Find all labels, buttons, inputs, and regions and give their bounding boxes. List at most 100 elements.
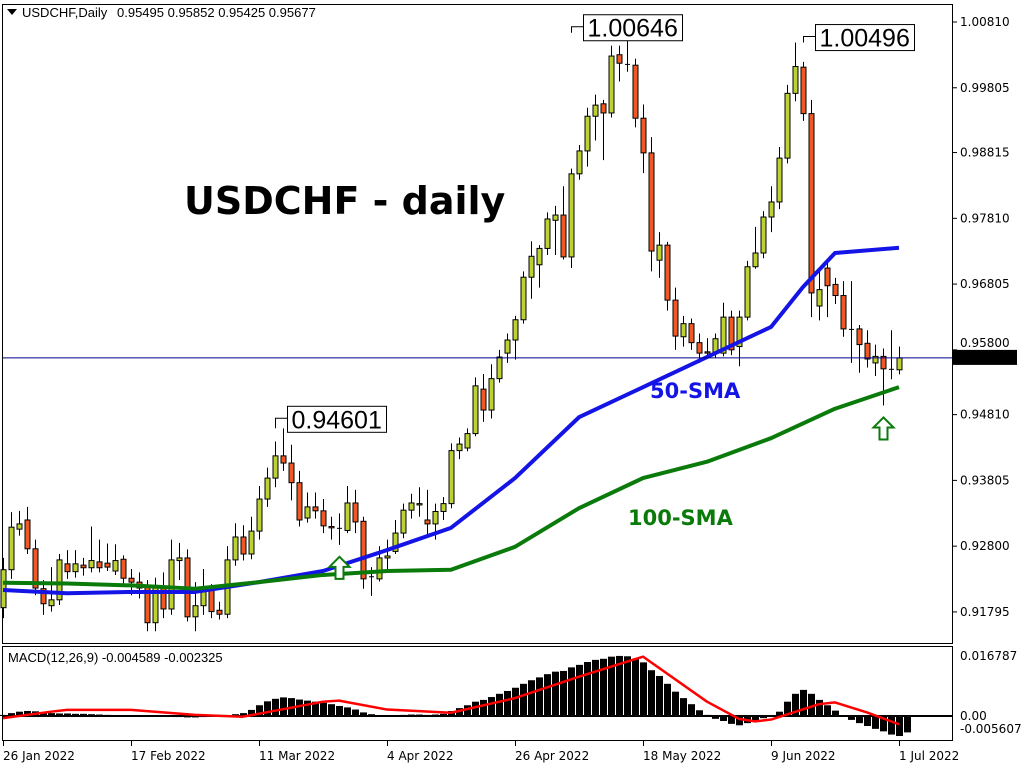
candle xyxy=(648,137,655,272)
candle-body xyxy=(648,152,655,252)
macd-histogram-bar xyxy=(840,715,847,717)
candle xyxy=(400,503,407,539)
candle-body xyxy=(16,523,23,530)
candle xyxy=(48,567,55,612)
candle xyxy=(448,443,455,509)
candle-body xyxy=(408,502,415,511)
macd-histogram-bar xyxy=(504,690,511,716)
candle-body xyxy=(704,351,711,354)
candle-body xyxy=(48,599,55,607)
date-tick-label: 17 Feb 2022 xyxy=(131,749,206,763)
candle-body xyxy=(440,503,447,512)
candle-body xyxy=(872,355,879,364)
candle xyxy=(56,554,63,606)
candle xyxy=(664,241,671,311)
macd-histogram-bar xyxy=(232,714,239,716)
macd-histogram-bar xyxy=(168,715,175,717)
candle xyxy=(544,212,551,255)
price-tick-label: 0.95800 xyxy=(960,336,1010,350)
candle xyxy=(488,364,495,419)
macd-histogram-bar xyxy=(720,715,727,721)
candle-body xyxy=(608,55,615,114)
annotation-label: 1.00646 xyxy=(588,15,678,43)
macd-histogram-bar xyxy=(416,714,423,716)
candle-body xyxy=(248,530,255,555)
macd-histogram-bar xyxy=(496,693,503,716)
candle-body xyxy=(24,519,31,550)
candle-body xyxy=(720,316,727,354)
candle xyxy=(744,260,751,321)
candle-body xyxy=(304,506,311,519)
price-tick-label: 0.92800 xyxy=(960,539,1010,553)
candle-body xyxy=(56,559,63,601)
candle xyxy=(584,107,591,167)
dropdown-triangle-icon[interactable] xyxy=(7,9,17,15)
sma100-line xyxy=(2,385,900,591)
macd-histogram-bar xyxy=(72,713,79,716)
candle xyxy=(632,58,639,128)
candle-body xyxy=(416,503,423,506)
candle xyxy=(640,104,647,174)
macd-histogram-bar xyxy=(368,714,375,716)
macd-histogram-bar xyxy=(16,711,23,716)
candle-body xyxy=(632,64,639,119)
candle xyxy=(16,510,23,536)
candle-body xyxy=(480,388,487,411)
macd-histogram-bar xyxy=(672,691,679,716)
date-tick-label: 26 Apr 2022 xyxy=(515,749,589,763)
header-symbol: USDCHF,Daily xyxy=(22,5,108,20)
candle-body xyxy=(264,477,271,500)
candle-body xyxy=(296,482,303,521)
candle-body xyxy=(832,283,839,297)
candle xyxy=(792,42,799,102)
candle xyxy=(608,45,615,118)
macd-histogram-bar xyxy=(880,715,887,732)
candle xyxy=(304,492,311,523)
chart-title: USDCHF - daily xyxy=(184,179,506,223)
macd-histogram-bar xyxy=(144,715,151,717)
candle xyxy=(688,318,695,350)
candle xyxy=(296,470,303,527)
annotation-box xyxy=(815,24,915,52)
candle-body xyxy=(352,502,359,523)
candle xyxy=(672,287,679,350)
macd-histogram-bar xyxy=(248,709,255,716)
candle xyxy=(184,549,191,622)
candle-body xyxy=(672,299,679,337)
macd-panel xyxy=(0,655,952,736)
candle-body xyxy=(696,342,703,354)
macd-histogram-bar xyxy=(312,701,319,716)
candle-body xyxy=(384,555,391,559)
candle-body xyxy=(64,563,71,573)
candle-body xyxy=(680,323,687,338)
candle-body xyxy=(512,319,519,341)
candle xyxy=(232,523,239,566)
candle xyxy=(520,271,527,324)
macd-histogram-bar xyxy=(272,698,279,716)
candle xyxy=(864,330,871,368)
candle xyxy=(104,543,111,572)
macd-histogram-bar xyxy=(304,700,311,716)
macd-histogram-bar xyxy=(352,709,359,716)
axes: 1.00810 0.99805 0.98815 0.97810 0.96805 0.958… xyxy=(3,15,1022,763)
macd-histogram-bar xyxy=(376,715,383,717)
candle xyxy=(120,555,127,587)
candle xyxy=(464,428,471,452)
candle xyxy=(288,444,295,501)
macd-histogram-bar xyxy=(648,670,655,716)
candle-body xyxy=(232,536,239,561)
candle xyxy=(856,324,863,373)
candle-body xyxy=(552,214,559,221)
candle xyxy=(840,281,847,337)
candle-body xyxy=(584,115,591,152)
candle-body xyxy=(448,450,455,505)
up-arrow-icon xyxy=(871,416,896,441)
macd-histogram-bar xyxy=(768,715,775,717)
macd-tick-label: 0.00 xyxy=(960,709,987,723)
candle-body xyxy=(808,113,815,294)
macd-histogram-bar xyxy=(752,715,759,721)
main-panel: 1.00646 1.00496 0.94601 xyxy=(0,14,952,632)
up-arrow-icon xyxy=(327,555,352,580)
candle-body xyxy=(736,316,743,348)
